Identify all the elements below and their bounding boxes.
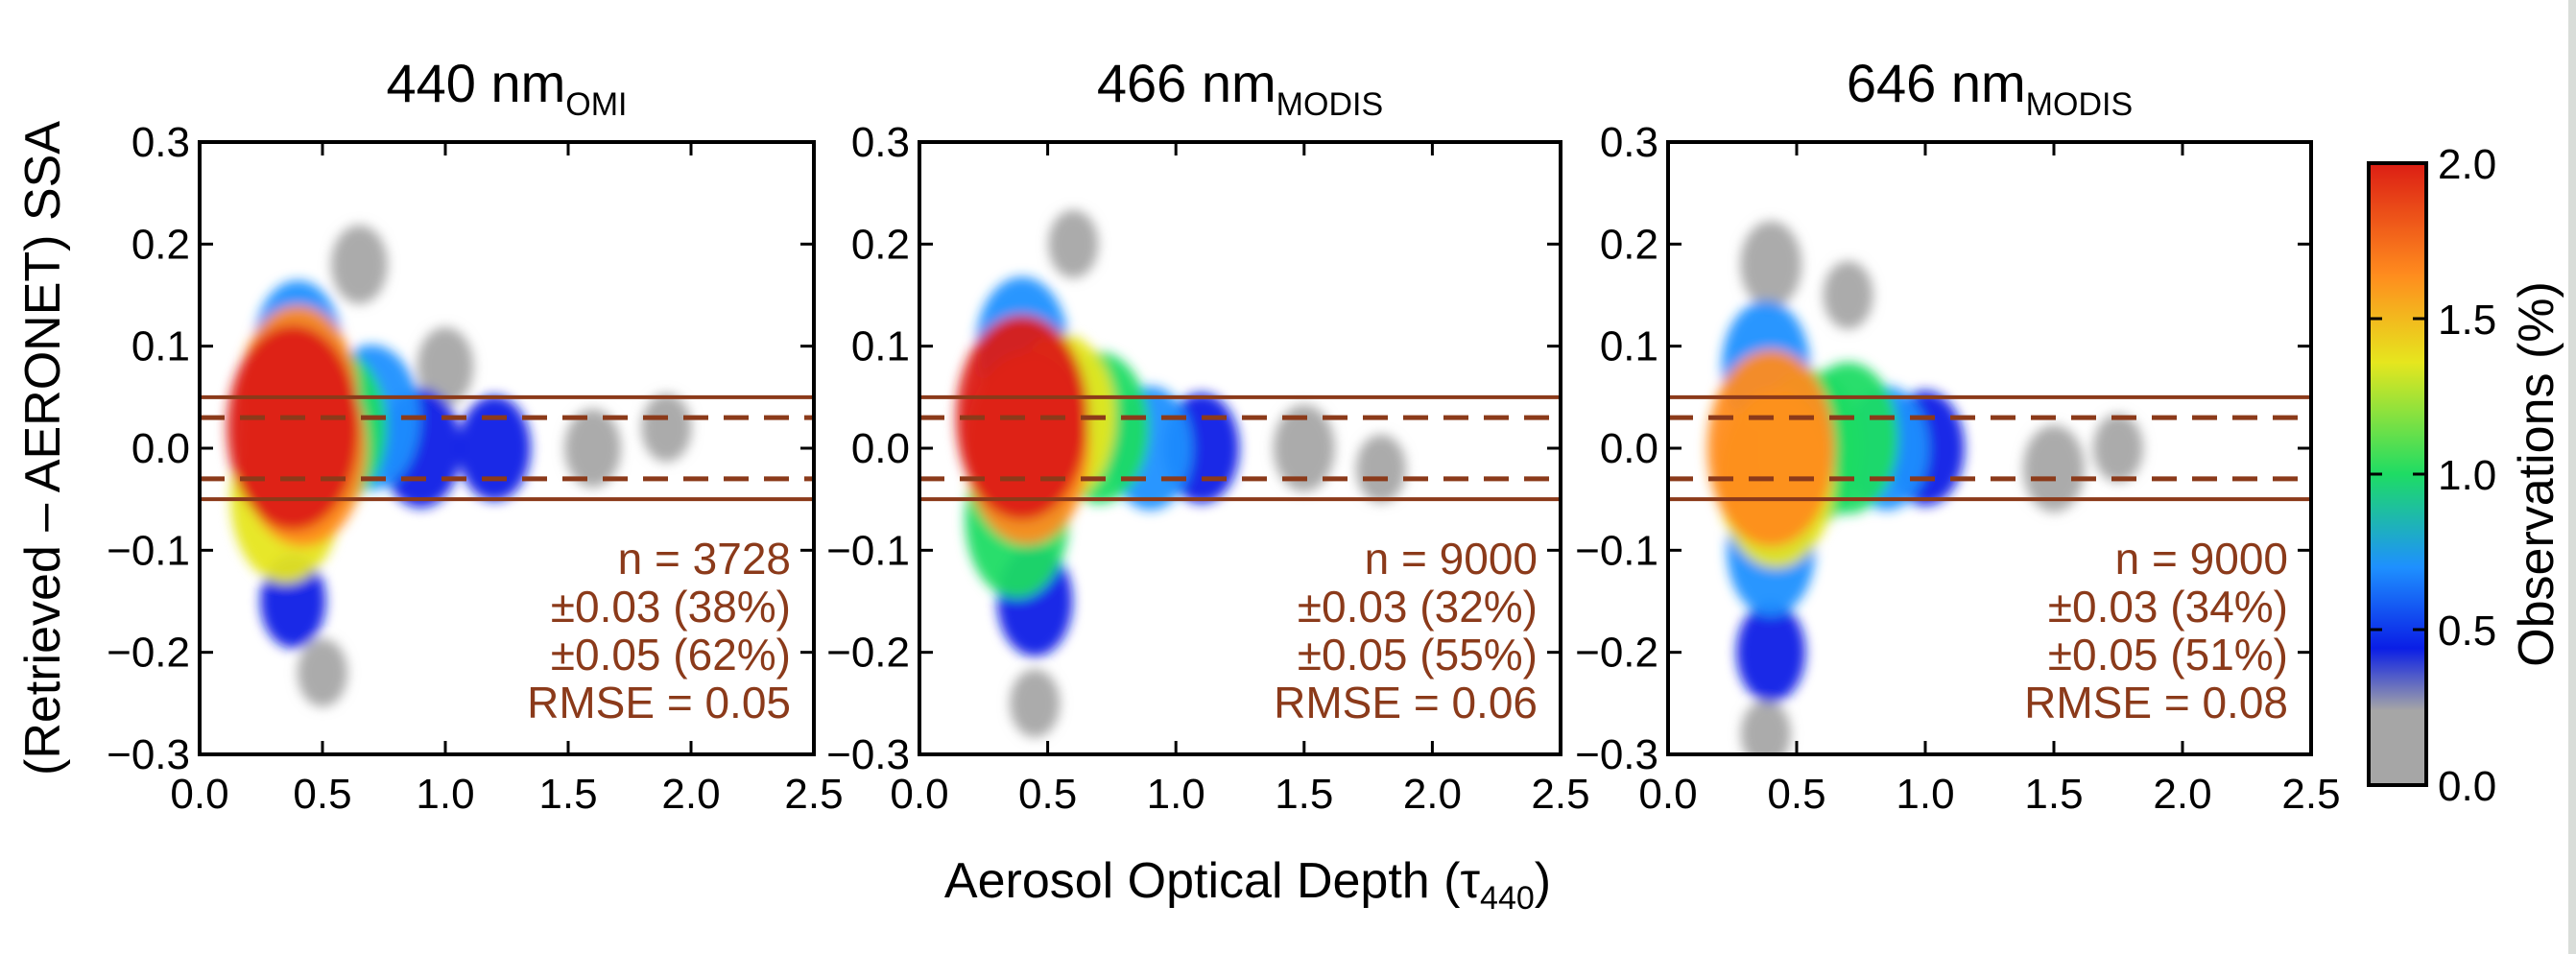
panels: 0.0 0.5 1.0 1.5 2.0 2.5−0.3−0.2−0.10.00.10.20… [107,53,2340,818]
x-tick-label: 0.0 [1638,771,1697,818]
y-tick-label: −0.2 [826,630,910,677]
density-cell [417,326,474,406]
stat-line: ±0.05 (55%) [1298,630,1538,680]
x-tick-label: 0.0 [170,771,228,818]
colorbar-tick-label: 2.0 [2438,141,2496,188]
stat-line: RMSE = 0.05 [527,678,791,727]
colorbar-tick-label: 0.0 [2438,763,2496,810]
density-cell [458,395,531,501]
density-cell [2023,425,2085,513]
colorbar-tick-label: 1.0 [2438,452,2496,499]
y-tick-label: 0.0 [1600,425,1658,472]
y-tick-label: 0.1 [131,323,190,370]
y-tick-label: 0.3 [1600,119,1658,166]
x-tick-label: 2.0 [661,771,720,818]
y-tick-label: 0.2 [851,221,910,268]
x-axis-label-sub: 440 [1480,880,1535,917]
y-tick-label: −0.2 [107,630,190,677]
density-cell [1740,221,1802,308]
x-tick-label: 2.5 [1531,771,1589,818]
y-tick-label: 0.2 [131,221,190,268]
stat-line: n = 3728 [618,534,791,584]
colorbar-ticks: 0.0 0.5 1.0 1.5 2.0 [2369,141,2496,810]
colorbar-tick-label: 1.5 [2438,297,2496,344]
y-tick-label: 0.1 [1600,323,1658,370]
stat-line: RMSE = 0.08 [2024,678,2288,727]
panel-2: 0.0 0.5 1.0 1.5 2.0 2.5 −0.3 −0.2 −0.1 0.0 0.1 0.2 0… [826,53,1589,818]
panel-title: 646 nmMODIS [1847,53,2133,123]
colorbar-tick-label: 0.5 [2438,608,2496,655]
stat-line: n = 9000 [1365,534,1538,584]
panel-title-main: 440 nm [386,53,565,113]
colorbar: 0.0 0.5 1.0 1.5 2.0 Observations (%) [2367,141,2564,810]
density-cell [297,638,348,707]
stat-line: ±0.05 (51%) [2048,630,2288,680]
y-tick-label: 0.3 [851,119,910,166]
y-tick-label: 0.2 [1600,221,1658,268]
stat-line: ±0.03 (34%) [2048,582,2288,632]
x-axis-label-main: Aerosol Optical Depth (τ [944,853,1481,909]
y-tick-label: −0.1 [107,527,190,574]
x-tick-label: 2.5 [784,771,843,818]
density-cell [1740,700,1791,754]
x-tick-label: 2.0 [2153,771,2211,818]
x-tick-label: 0.5 [293,771,351,818]
density-cell [1048,209,1099,278]
stat-line: ±0.03 (38%) [551,582,791,632]
density-cell [1010,669,1061,738]
y-tick-label: −0.1 [1575,527,1658,574]
x-tick-label: 0.5 [1018,771,1077,818]
x-axis-label: Aerosol Optical Depth (τ440) [944,853,1551,917]
colorbar-label: Observations (%) [2509,281,2564,667]
y-tick-label: 0.3 [131,119,190,166]
y-tick-label: −0.3 [1575,731,1658,778]
stat-line: ±0.05 (62%) [551,630,791,680]
y-axis-label: (Retrieved – AERONET) SSA [15,121,71,775]
panel-title-sub: MODIS [2026,86,2133,123]
y-tick-label: −0.1 [826,527,910,574]
x-tick-label: 0.0 [890,771,948,818]
density-cell [1823,261,1873,329]
panel-3: 0.0 0.5 1.0 1.5 2.0 2.5 −0.3 −0.2 −0.1 0.0 0.1 0.2 0… [1575,53,2340,818]
x-tick-label: 1.0 [1147,771,1205,818]
stat-line: RMSE = 0.06 [1274,678,1538,727]
x-tick-label: 2.0 [1403,771,1462,818]
x-tick-label: 2.5 [2281,771,2340,818]
panel-title-sub: OMI [565,86,627,123]
density-cell [1355,434,1407,503]
x-tick-label: 1.5 [538,771,597,818]
panel-1: 0.0 0.5 1.0 1.5 2.0 2.5 −0.3 −0.2 −0.1 0.0 0.1 0.2 0… [107,53,843,818]
panel-title: 466 nmMODIS [1097,53,1383,123]
x-axis-label-close: ) [1535,853,1551,909]
x-tick-label: 1.0 [416,771,474,818]
y-tick-label: −0.3 [107,731,190,778]
density-cell [564,409,621,488]
x-tick-label: 0.5 [1767,771,1825,818]
x-tick-label: 1.5 [2024,771,2083,818]
x-tick-label: 1.5 [1275,771,1333,818]
density-cell [1736,602,1806,703]
density-cell [1273,404,1335,492]
y-tick-label: 0.0 [851,425,910,472]
panel-title: 440 nmOMI [386,53,627,123]
panel-title-sub: MODIS [1276,86,1383,123]
stat-line: ±0.03 (32%) [1298,582,1538,632]
y-tick-label: 0.0 [131,425,190,472]
y-tick-label: 0.1 [851,323,910,370]
y-tick-label: −0.3 [826,731,910,778]
x-tick-label: 1.0 [1896,771,1954,818]
y-tick-label: −0.2 [1575,630,1658,677]
stat-line: n = 9000 [2115,534,2288,584]
density-cell [2092,414,2144,483]
density-cell [1706,349,1835,547]
density-cell [331,225,388,304]
panel-title-main: 646 nm [1847,53,2026,113]
right-edge-strip [2568,0,2576,954]
density-cell [641,394,692,463]
panel-title-main: 466 nm [1097,53,1276,113]
